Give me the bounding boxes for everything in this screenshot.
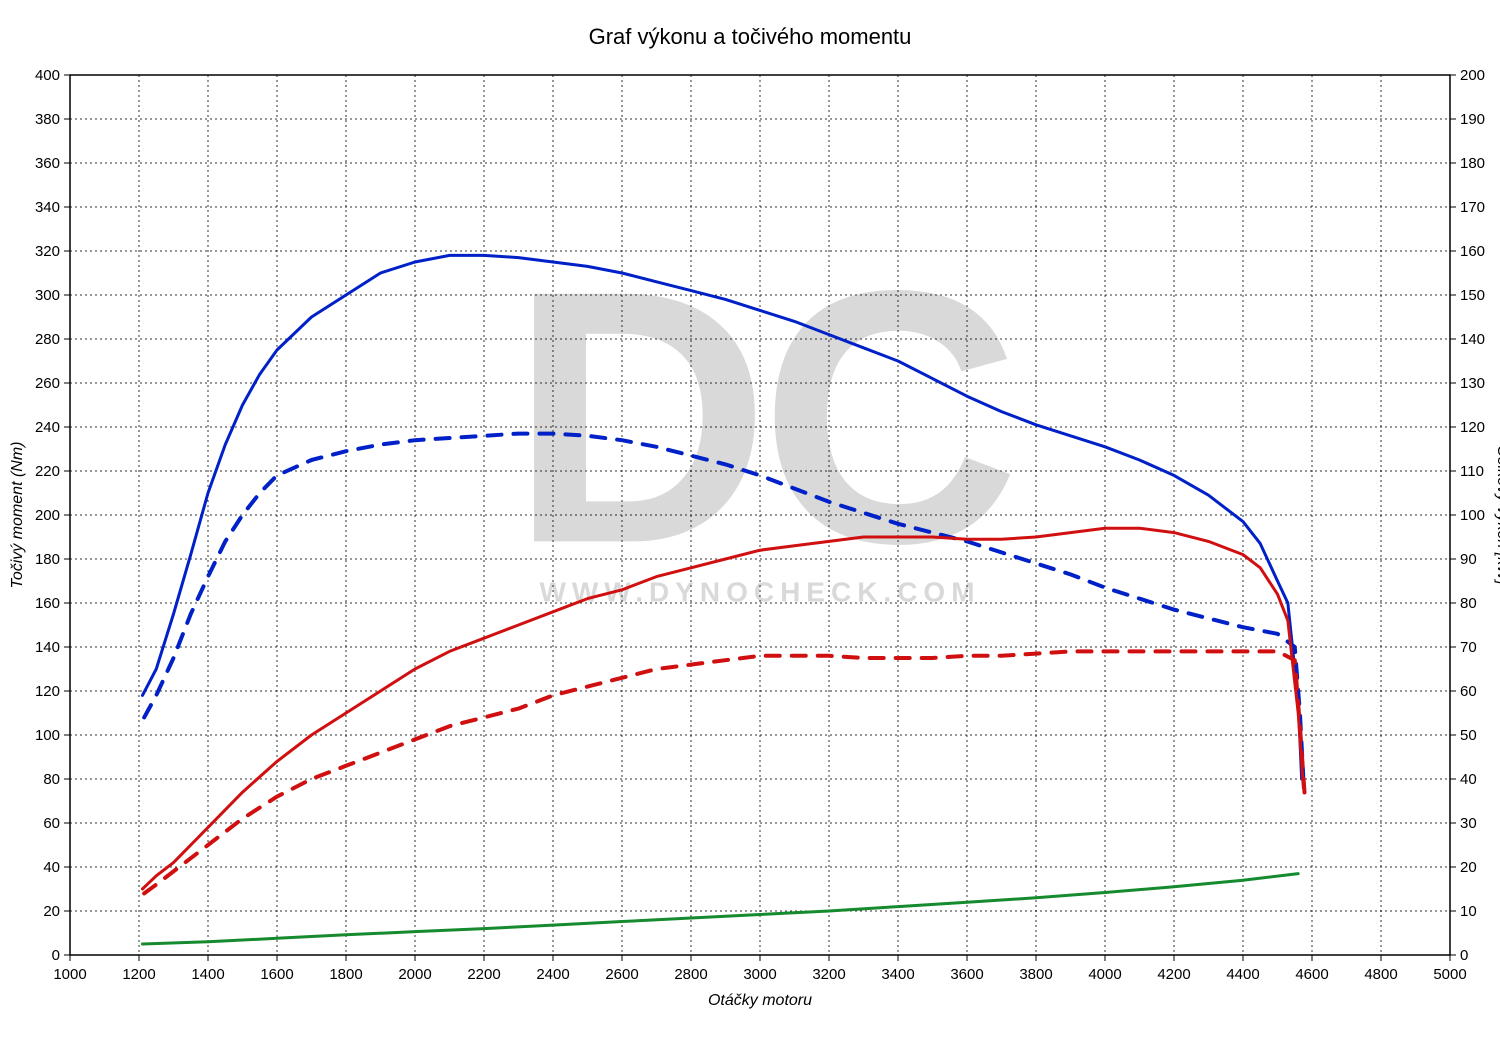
y-right-tick-label: 90 <box>1460 551 1477 568</box>
x-tick-label: 4800 <box>1364 966 1397 983</box>
y-left-tick-label: 260 <box>35 375 60 392</box>
x-tick-label: 1400 <box>191 966 224 983</box>
x-tick-label: 1000 <box>53 966 86 983</box>
y-left-tick-label: 280 <box>35 331 60 348</box>
y-right-tick-label: 10 <box>1460 903 1477 920</box>
y-left-tick-label: 380 <box>35 111 60 128</box>
x-tick-label: 2800 <box>674 966 707 983</box>
x-tick-label: 4000 <box>1088 966 1121 983</box>
y-left-tick-label: 100 <box>35 727 60 744</box>
dyno-chart: DCWWW.DYNOCHECK.COM100012001400160018002… <box>0 0 1500 1041</box>
y-right-tick-label: 50 <box>1460 727 1477 744</box>
x-axis-label: Otáčky motoru <box>708 992 812 1009</box>
y-right-tick-label: 190 <box>1460 111 1485 128</box>
y-left-tick-label: 0 <box>52 947 60 964</box>
y-right-tick-label: 20 <box>1460 859 1477 876</box>
y-left-tick-label: 300 <box>35 287 60 304</box>
y-left-tick-label: 320 <box>35 243 60 260</box>
y-left-tick-label: 340 <box>35 199 60 216</box>
x-tick-label: 4600 <box>1295 966 1328 983</box>
x-tick-label: 1800 <box>329 966 362 983</box>
x-tick-label: 3800 <box>1019 966 1052 983</box>
x-tick-label: 1600 <box>260 966 293 983</box>
x-tick-label: 3000 <box>743 966 776 983</box>
y-left-tick-label: 400 <box>35 67 60 84</box>
x-tick-label: 3400 <box>881 966 914 983</box>
watermark-letters: DC <box>510 216 1013 618</box>
y-right-tick-label: 130 <box>1460 375 1485 392</box>
y-right-tick-label: 140 <box>1460 331 1485 348</box>
y-left-tick-label: 200 <box>35 507 60 524</box>
x-tick-label: 2600 <box>605 966 638 983</box>
y-right-tick-label: 170 <box>1460 199 1485 216</box>
y-right-tick-label: 0 <box>1460 947 1468 964</box>
y-right-tick-label: 40 <box>1460 771 1477 788</box>
x-tick-label: 2400 <box>536 966 569 983</box>
y-right-tick-label: 100 <box>1460 507 1485 524</box>
y-left-tick-label: 60 <box>43 815 60 832</box>
y-right-tick-label: 30 <box>1460 815 1477 832</box>
y-right-tick-label: 110 <box>1460 463 1484 480</box>
y-right-tick-label: 160 <box>1460 243 1485 260</box>
chart-title: Graf výkonu a točivého momentu <box>0 24 1500 50</box>
x-tick-label: 2200 <box>467 966 500 983</box>
y-right-axis-label: Celkový výkon [kW] <box>1494 445 1500 585</box>
y-left-tick-label: 160 <box>35 595 60 612</box>
y-left-tick-label: 360 <box>35 155 60 172</box>
y-right-tick-label: 150 <box>1460 287 1485 304</box>
y-left-tick-label: 240 <box>35 419 60 436</box>
y-left-tick-label: 180 <box>35 551 60 568</box>
y-left-tick-label: 140 <box>35 639 60 656</box>
y-right-tick-label: 80 <box>1460 595 1477 612</box>
y-left-tick-label: 20 <box>43 903 60 920</box>
y-left-tick-label: 80 <box>43 771 60 788</box>
x-tick-label: 3200 <box>812 966 845 983</box>
y-right-tick-label: 70 <box>1460 639 1477 656</box>
y-left-tick-label: 120 <box>35 683 60 700</box>
x-tick-label: 5000 <box>1433 966 1466 983</box>
y-right-tick-label: 180 <box>1460 155 1485 172</box>
y-left-axis-label: Točivý moment (Nm) <box>9 442 26 589</box>
x-tick-label: 3600 <box>950 966 983 983</box>
x-tick-label: 1200 <box>122 966 155 983</box>
x-tick-label: 4400 <box>1226 966 1259 983</box>
x-tick-label: 4200 <box>1157 966 1190 983</box>
y-right-tick-label: 60 <box>1460 683 1477 700</box>
y-right-tick-label: 200 <box>1460 67 1485 84</box>
y-right-tick-label: 120 <box>1460 419 1485 436</box>
x-tick-label: 2000 <box>398 966 431 983</box>
y-left-tick-label: 40 <box>43 859 60 876</box>
y-left-tick-label: 220 <box>35 463 60 480</box>
